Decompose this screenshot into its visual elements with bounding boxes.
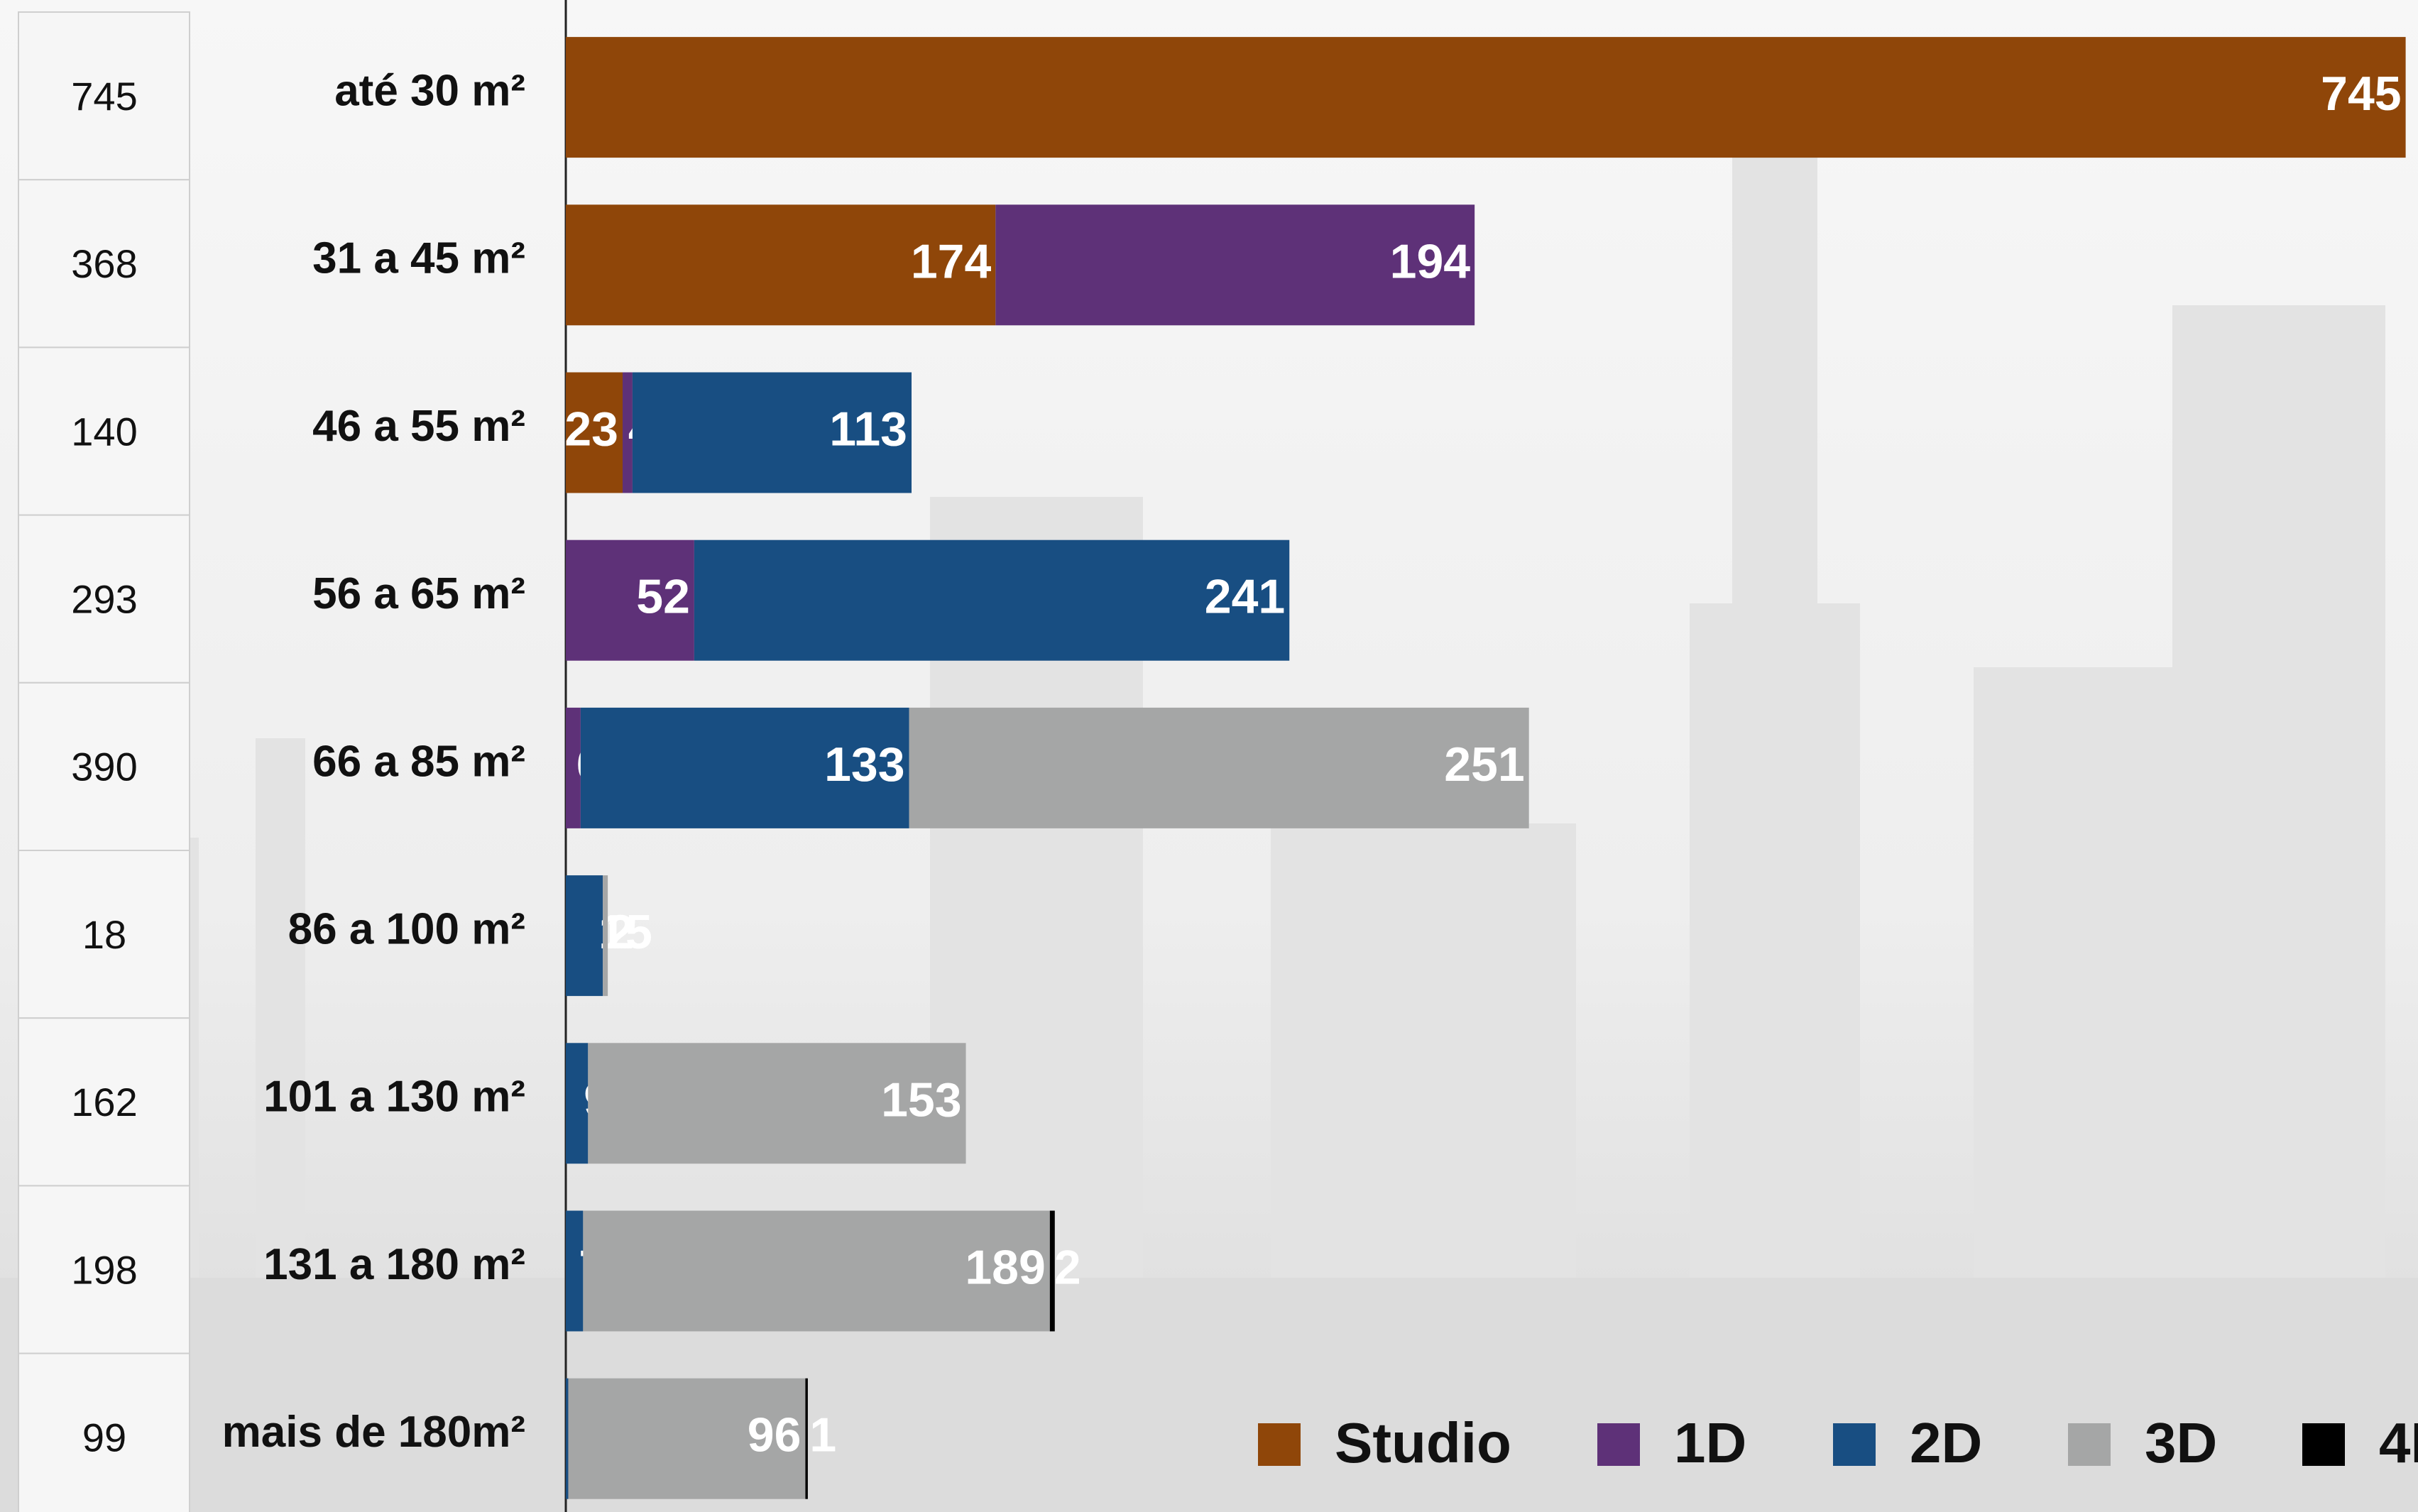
legend-label: 3D [2145,1411,2217,1474]
legend-swatch [1597,1423,1640,1466]
total-label: 745 [71,74,137,119]
chart: 745 até 30 m² 745 368 31 a 45 m² 174 194 140 46 … [0,0,2418,1512]
category-label: 131 a 180 m² [263,1240,525,1289]
value-label: 23 [564,402,618,456]
legend-label: 2D [1910,1411,1982,1474]
value-label: 189 [965,1240,1045,1294]
value-label: 174 [911,234,992,288]
bar-segment [805,1379,807,1499]
legend-swatch [2302,1423,2345,1466]
value-label: 96 [748,1408,802,1462]
value-label: 133 [824,738,904,791]
value-label: 52 [636,570,690,624]
legend-label: Studio [1335,1411,1511,1474]
total-label: 390 [71,745,137,789]
total-label: 293 [71,576,137,621]
bar-segment [566,37,2406,158]
total-label: 140 [71,409,137,454]
bar-segment [694,540,1289,661]
total-label: 162 [71,1080,137,1124]
category-label: 101 a 130 m² [263,1073,525,1122]
bar-segment [909,708,1529,828]
category-label: 31 a 45 m² [312,234,525,283]
bar-segment [566,875,603,996]
value-label: 2 [1054,1240,1081,1294]
value-label: 745 [2321,67,2401,121]
legend-label: 4D [2379,1411,2418,1474]
total-label: 368 [71,241,137,286]
total-label: 198 [71,1247,137,1292]
value-label: 2 [607,905,634,959]
category-label: 66 a 85 m² [312,737,525,786]
value-label: 1 [809,1408,836,1462]
value-label: 251 [1444,738,1524,791]
category-label: 46 a 55 m² [312,402,525,451]
value-label: 113 [829,402,907,456]
legend-label: 1D [1674,1411,1746,1474]
category-label: 56 a 65 m² [312,569,525,618]
legend-swatch [1258,1423,1301,1466]
value-label: 241 [1205,570,1285,624]
category-label: até 30 m² [334,66,525,115]
total-label: 18 [82,912,126,957]
total-label: 99 [82,1415,126,1459]
value-label: 153 [881,1073,961,1127]
category-label: mais de 180m² [222,1408,525,1457]
legend-swatch [2068,1423,2111,1466]
legend-swatch [1833,1423,1876,1466]
bar-segment [566,1379,568,1499]
category-label: 86 a 100 m² [288,904,525,953]
value-label: 194 [1390,234,1471,288]
